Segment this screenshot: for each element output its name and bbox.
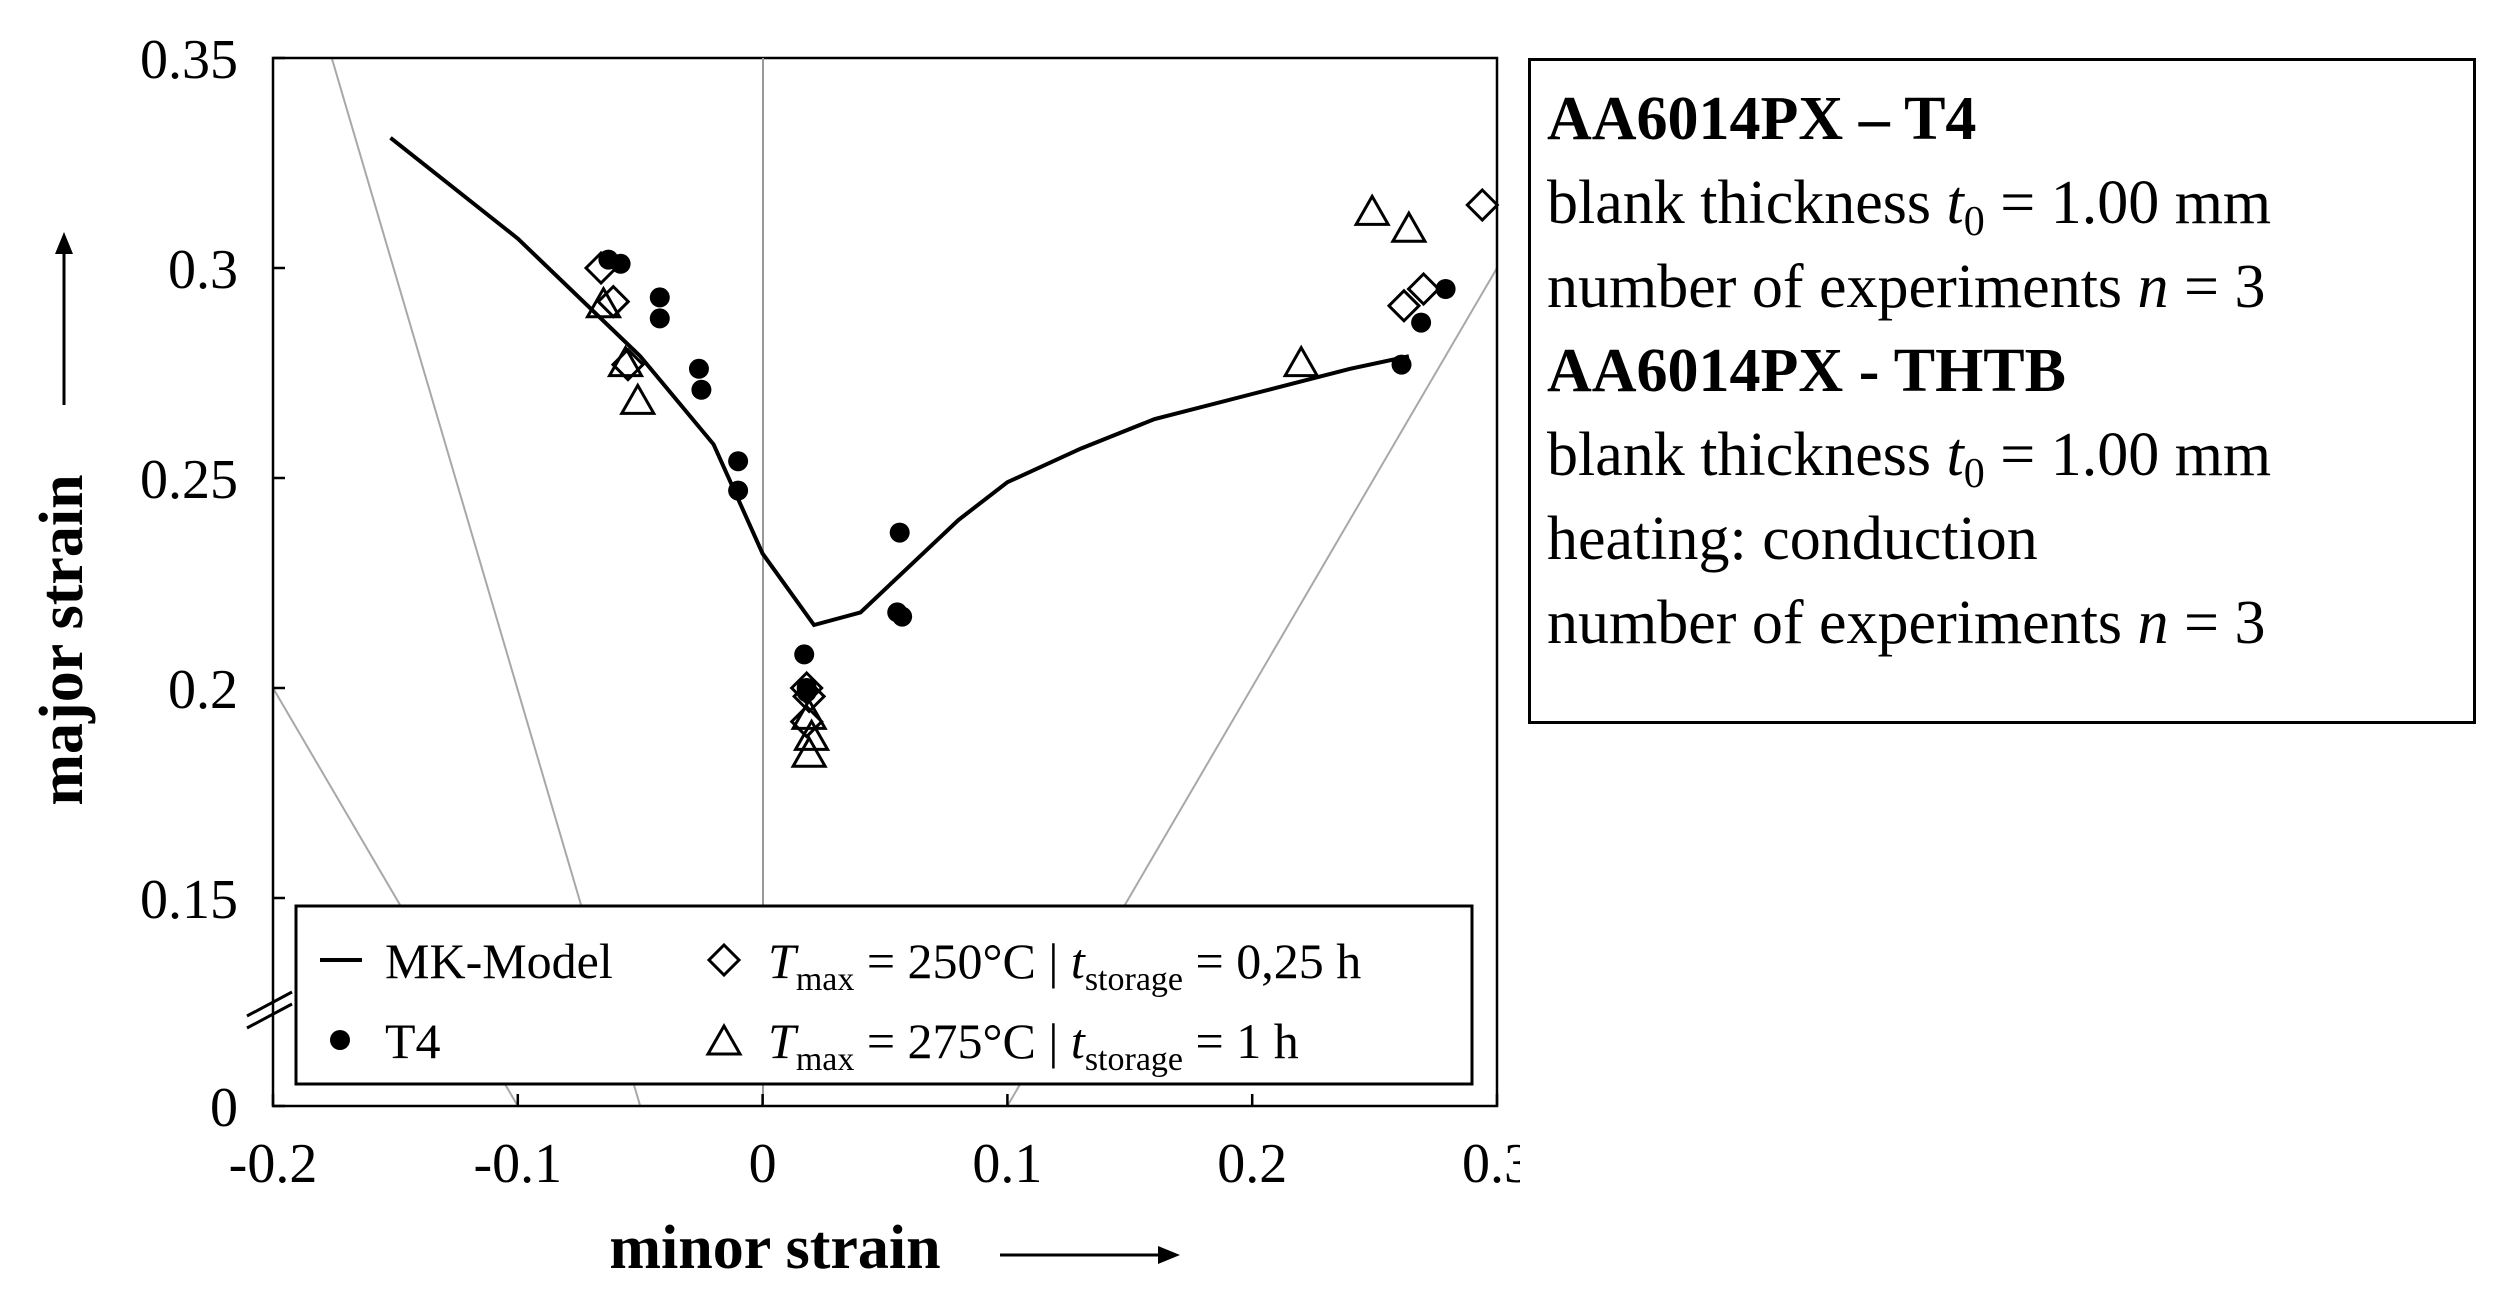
t4-point xyxy=(1435,279,1456,299)
x-tick-label: -0.1 xyxy=(473,1133,562,1195)
y-axis-title: major strain xyxy=(28,474,96,805)
y-tick-label: 0.2 xyxy=(168,659,238,721)
info-thtb-experiments: number of experiments n = 3 xyxy=(1547,589,2266,657)
diamond-250c-point xyxy=(1406,271,1441,307)
t4-point xyxy=(1411,312,1432,333)
y-tick-label: 0.25 xyxy=(140,449,238,511)
x-tick-labels: -0.2 -0.1 0 0.1 0.2 0.3 xyxy=(229,1133,1520,1195)
t4-point xyxy=(794,644,815,665)
forming-limit-chart: MK-Model T4 Tmax = 250°C | tstorage = 0,… xyxy=(28,29,1520,1282)
triangle-275c-point xyxy=(584,285,623,319)
t4-point xyxy=(688,358,709,379)
plot-area-frame xyxy=(271,56,1499,1108)
info-t4-experiments: number of experiments n = 3 xyxy=(1547,253,2266,321)
x-tick-label: 0 xyxy=(749,1133,777,1195)
x-tick-label: 0.3 xyxy=(1462,1133,1520,1195)
t4-point xyxy=(649,308,670,329)
y-tick-label: 0.15 xyxy=(140,869,238,931)
x-tick-label: 0.2 xyxy=(1217,1133,1287,1195)
info-thtb-heating: heating: conduction xyxy=(1547,505,2038,573)
t4-point xyxy=(728,451,749,472)
info-heading-thtb: AA6014PX - THTB xyxy=(1547,337,2067,405)
t4-point xyxy=(892,606,913,627)
x-axis-title: minor strain xyxy=(609,1214,940,1282)
y-axis-arrow xyxy=(55,232,73,405)
y-tick-label: 0.35 xyxy=(140,29,238,91)
triangle-275c-point xyxy=(1353,193,1391,226)
triangle-275c-point xyxy=(792,718,831,751)
info-heading-t4: AA6014PX – T4 xyxy=(1547,85,1977,153)
x-tick-label: 0.1 xyxy=(972,1133,1042,1195)
t4-point xyxy=(649,287,670,308)
diamond-250c-point xyxy=(1386,288,1422,323)
triangle-275c-point xyxy=(1282,344,1320,378)
legend-250-label: Tmax = 250°C | tstorage = 0,25 h xyxy=(768,933,1361,998)
axis-ticks xyxy=(271,56,1499,1108)
legend-triangle-marker xyxy=(705,1022,743,1056)
legend-275-label: Tmax = 275°C | tstorage = 1 h xyxy=(768,1013,1299,1078)
legend: MK-Model T4 Tmax = 250°C | tstorage = 0,… xyxy=(294,904,1474,1086)
legend-frame xyxy=(294,904,1474,1086)
x-tick-label: -0.2 xyxy=(229,1133,318,1195)
t4-point xyxy=(728,480,749,501)
y-tick-label: 0 xyxy=(210,1077,238,1139)
triangle-275c-point xyxy=(606,344,645,378)
diamond-250c-point xyxy=(583,250,619,286)
info-thtb-thickness: blank thickness t0 = 1.00 mm xyxy=(1547,421,2272,497)
t4-point xyxy=(889,522,910,543)
data-markers xyxy=(583,187,1500,768)
t4-point xyxy=(691,379,712,400)
triangle-275c-point xyxy=(790,735,828,768)
legend-t4-marker xyxy=(330,1030,350,1050)
y-tick-label: 0.3 xyxy=(168,239,238,301)
legend-t4-label: T4 xyxy=(385,1013,441,1069)
mk-model-line xyxy=(389,136,1410,628)
y-tick-labels: 0 0.15 0.2 0.25 0.3 0.35 xyxy=(140,29,238,1139)
y-axis-break-mark xyxy=(246,990,293,1030)
diamond-250c-point xyxy=(791,679,827,714)
specimen-info-box: AA6014PX – T4 blank thickness t0 = 1.00 … xyxy=(1528,58,2476,724)
legend-diamond-marker xyxy=(706,942,742,978)
x-axis-arrow xyxy=(1000,1246,1180,1264)
legend-mk-label: MK-Model xyxy=(385,933,613,989)
triangle-275c-point xyxy=(619,382,657,415)
diamond-250c-point xyxy=(1465,187,1500,223)
triangle-275c-point xyxy=(1390,210,1428,243)
info-t4-thickness: blank thickness t0 = 1.00 mm xyxy=(1547,169,2272,245)
t4-point xyxy=(1391,354,1412,375)
